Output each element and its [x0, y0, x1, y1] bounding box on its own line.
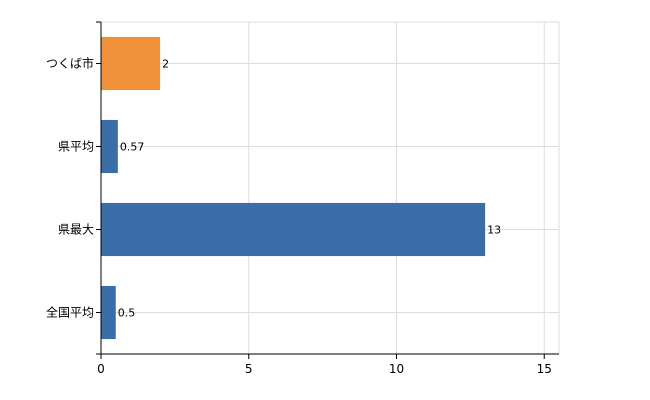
data-label: 0.57: [120, 141, 145, 154]
axes: [96, 21, 559, 359]
x-tick-label: 0: [97, 362, 105, 376]
x-tick-label: 5: [245, 362, 253, 376]
grid-lines: [101, 21, 560, 354]
x-tick-label: 15: [537, 362, 552, 376]
data-label: 0.5: [118, 307, 136, 320]
category-label: 県最大: [58, 223, 94, 237]
x-tick-label: 10: [389, 362, 404, 376]
bar: [101, 285, 116, 340]
category-label: つくば市: [46, 56, 94, 71]
data-label: 2: [162, 58, 169, 71]
bar: [101, 202, 486, 257]
bars: [101, 36, 486, 340]
bar: [101, 36, 161, 91]
data-label: 13: [487, 224, 501, 237]
category-label: 県平均: [58, 140, 94, 154]
labels: 2 つくば市 0.57 県平均 13 県最大 0.5 全国平均 0 5 10 15: [46, 56, 552, 377]
category-label: 全国平均: [46, 305, 94, 320]
bar: [101, 119, 118, 174]
